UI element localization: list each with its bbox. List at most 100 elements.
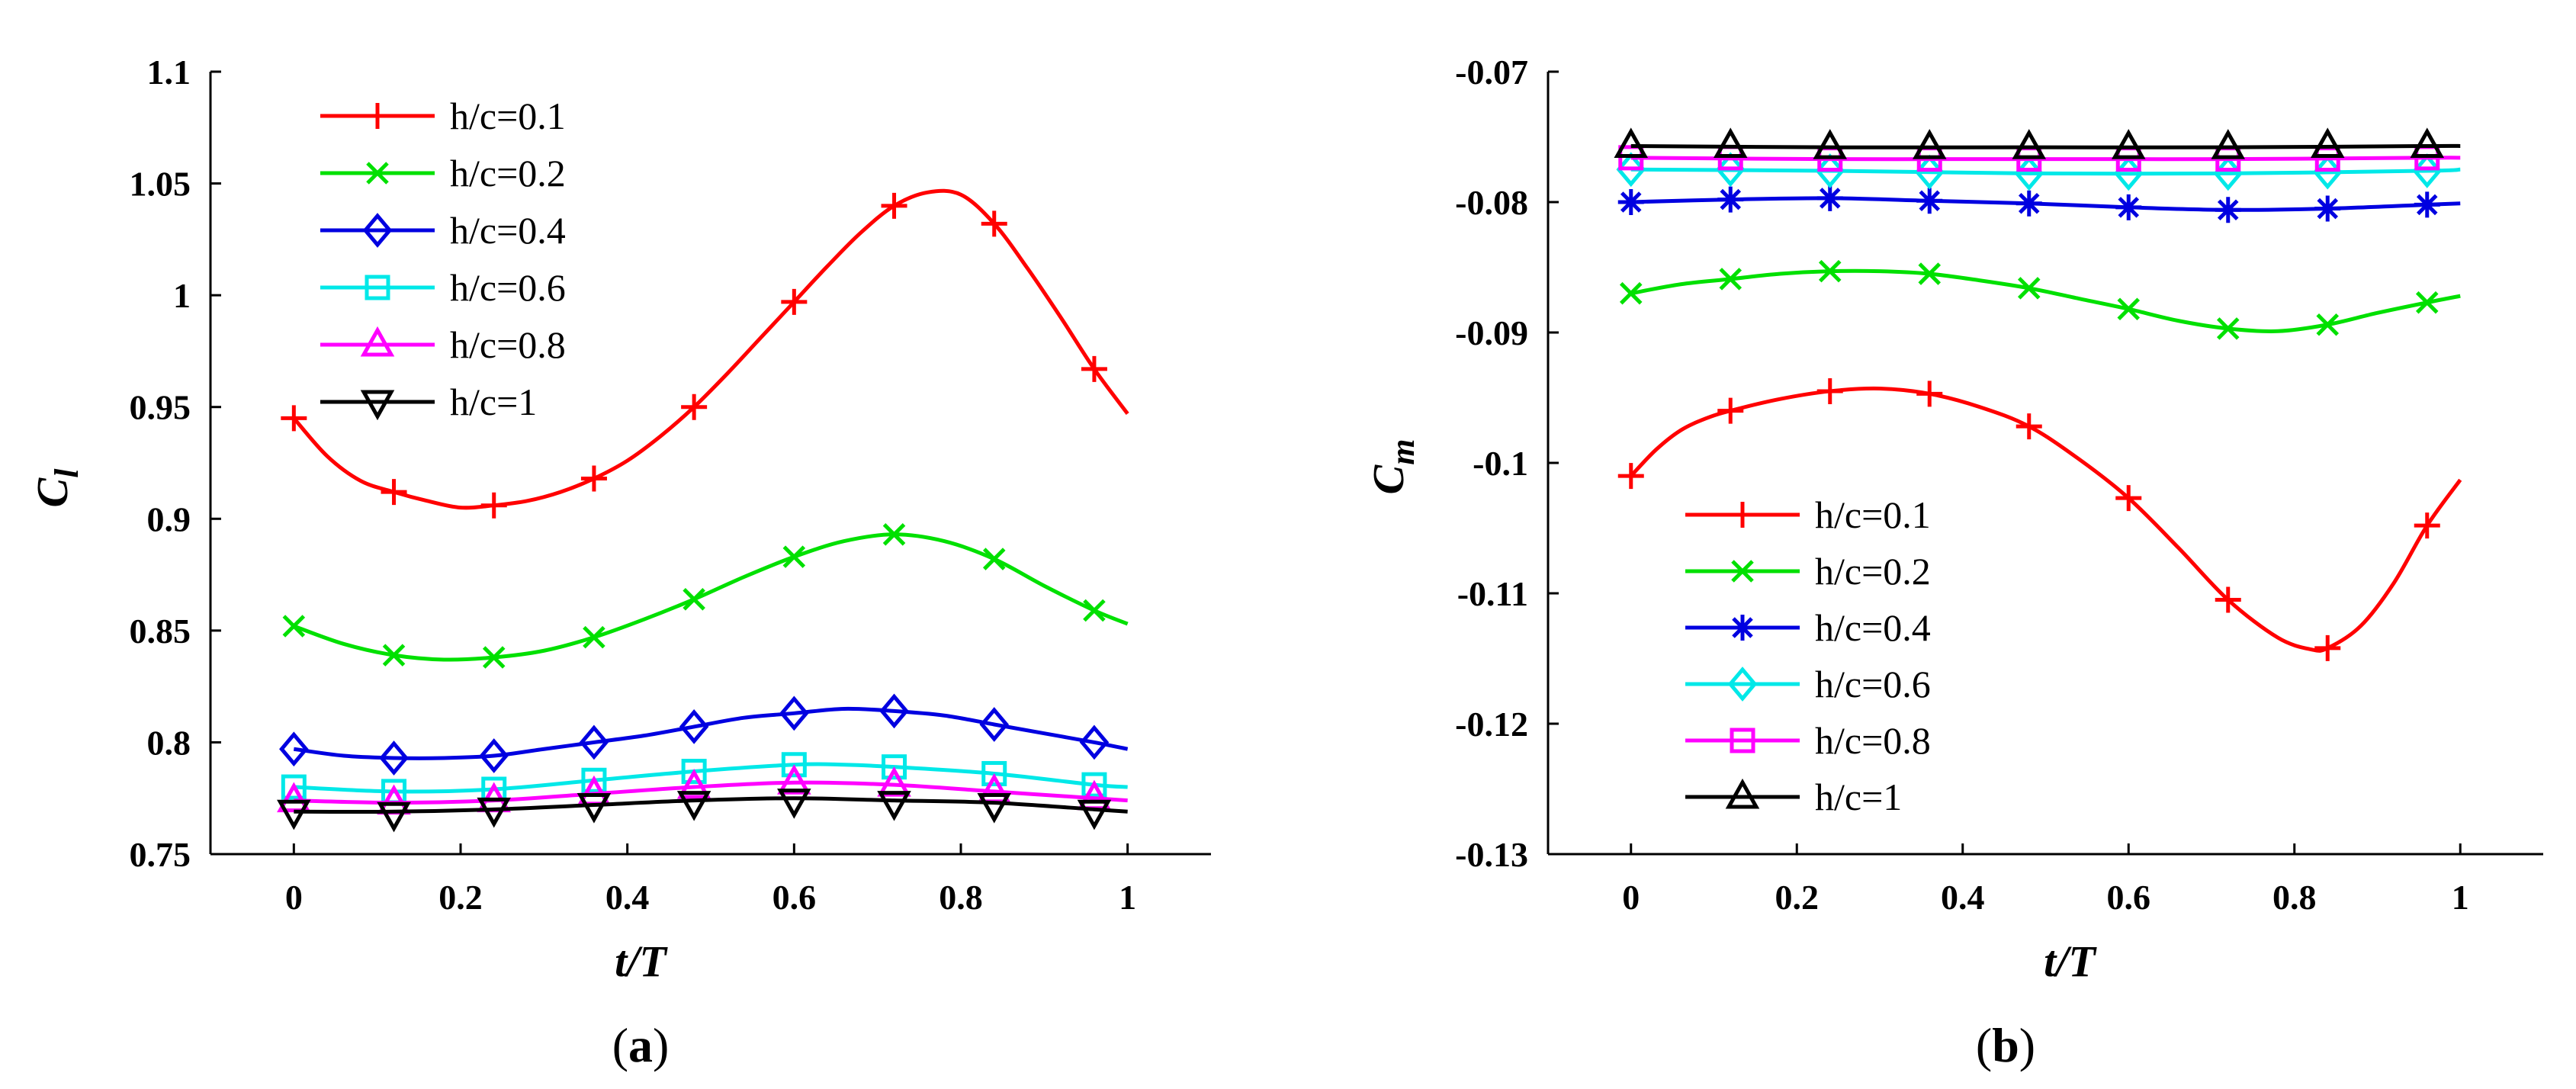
panel-a-legend-label: h/c=0.8 — [450, 323, 566, 366]
panel-a-data-point — [580, 465, 607, 492]
panel-a-x-tick-label: 1 — [1119, 878, 1136, 917]
panel-b-x-tick-label: 0.8 — [2272, 878, 2317, 917]
panel-a-data-point — [277, 782, 311, 813]
panel-a-legend-entry: h/c=0.6 — [320, 266, 566, 309]
panel-a-data-point — [381, 479, 407, 506]
panel-a-legend-marker — [366, 162, 389, 185]
panel-a-series-line — [294, 706, 1129, 760]
panel-b-data-point — [1616, 152, 1646, 188]
panel-a-y-axis-label: Cl — [27, 468, 85, 508]
panel-b-data-point — [1918, 262, 1942, 285]
panel-a-legend-entry: h/c=1 — [320, 381, 537, 423]
panel-a-y-tick-label: 0.9 — [147, 500, 191, 538]
panel-b-series-line — [1630, 167, 2461, 176]
panel-a-y-axis-label-sub: l — [48, 468, 85, 478]
panel-a-y-tick-label: 0.8 — [147, 723, 191, 762]
panel-b-data-point — [2215, 197, 2241, 223]
panel-b-series-line — [1630, 156, 2461, 162]
panel-b-series-line — [1630, 268, 2461, 333]
panel-a-data-point — [979, 707, 1009, 742]
panel-a-legend-marker — [360, 390, 395, 421]
panel-a-data-point — [882, 523, 906, 546]
panel-b-y-axis-label: Cm — [1363, 439, 1421, 495]
panel-b-legend-label: h/c=0.6 — [1815, 663, 1931, 705]
panel-b-data-point — [1818, 259, 1842, 283]
panel-a-data-point — [1079, 724, 1110, 760]
panel-a-data-point — [281, 405, 307, 432]
panel-b-data-point — [1816, 377, 1843, 404]
panel-a-data-point — [1077, 799, 1112, 830]
panel-a-data-point — [676, 791, 711, 821]
panel-b-legend-entry: h/c=0.8 — [1685, 719, 1931, 762]
panel-a-x-tick-label: 0.6 — [772, 878, 817, 917]
panel-a-legend-label: h/c=1 — [450, 381, 537, 423]
panel-b-data-point — [2016, 190, 2042, 217]
panel-b-legend-marker — [1730, 728, 1755, 753]
panel-b-data-point — [1617, 463, 1644, 490]
panel-b-legend-entry: h/c=0.2 — [1685, 550, 1931, 593]
panel-a-series-2 — [279, 693, 1129, 776]
panel-a-legend-marker — [360, 326, 395, 357]
panel-a-series-5 — [277, 789, 1128, 833]
panel-b-legend-marker — [1727, 667, 1758, 702]
panel-a-data-point — [782, 545, 806, 568]
panel-b-series-1 — [1619, 259, 2461, 340]
panel-a-y-tick-label: 0.85 — [130, 612, 191, 651]
panel-b-y-tick-label: -0.13 — [1455, 835, 1528, 874]
panel-a-data-point — [377, 801, 411, 833]
panel-a-data-point — [981, 210, 1007, 237]
panel-a-data-point — [777, 789, 811, 819]
panel-b-legend-marker — [1725, 778, 1760, 809]
panel-a-legend-label: h/c=0.4 — [450, 209, 566, 252]
panel-a-data-point — [683, 588, 705, 611]
panel-b-y-tick-label: -0.1 — [1473, 444, 1528, 483]
panel-a-x-tick-label: 0.8 — [939, 878, 983, 917]
panel-a-data-point — [679, 709, 709, 744]
panel-b-legend-marker — [1730, 615, 1755, 641]
panel-a-series-1 — [282, 523, 1129, 669]
panel-b-x-axis-label: t/T — [2044, 936, 2097, 986]
panel-b-data-point — [1916, 381, 1943, 407]
panel-b-data-point — [2314, 195, 2341, 222]
panel-b-data-point — [1719, 268, 1742, 291]
panel-b-data-point — [2012, 129, 2047, 159]
panel-b-data-point — [1715, 152, 1746, 188]
panel-a-data-point — [1081, 355, 1107, 382]
panel-b-series-5 — [1614, 127, 2461, 159]
panel-b-x-tick-label: 1 — [2452, 878, 2469, 917]
panel-b-legend-entry: h/c=0.1 — [1685, 493, 1931, 536]
panel-b-data-point — [1912, 129, 1947, 159]
panel-b-y-tick-label: -0.09 — [1455, 313, 1528, 352]
panel-b-data-point — [2216, 317, 2240, 340]
panel-a-x-tick-label: 0.2 — [438, 878, 483, 917]
panel-b-data-point — [2415, 291, 2439, 314]
panel-b-legend-label: h/c=0.2 — [1815, 550, 1931, 593]
panel-b-series-0 — [1617, 377, 2462, 661]
panel-a-legend-marker — [365, 275, 390, 300]
panel-b-data-point — [1617, 189, 1644, 215]
panel-a-data-point — [277, 799, 311, 830]
panel-b-legend-marker — [1731, 560, 1754, 583]
panel-b-caption-close: ) — [2019, 1018, 2035, 1072]
panel-a-y-axis-label-main: C — [27, 477, 77, 507]
panel-a-legend-marker — [365, 103, 390, 129]
panel-a-data-point — [881, 192, 907, 219]
panel-a-data-point — [981, 760, 1007, 786]
panel-a-data-point — [982, 548, 1006, 570]
panel-a-legend-label: h/c=0.6 — [450, 266, 566, 309]
panel-b-data-point — [2312, 154, 2343, 190]
panel-a-data-point — [1081, 772, 1107, 798]
panel-a-x-axis-label: t/T — [615, 936, 668, 986]
panel-b-data-point — [1815, 153, 1845, 188]
panel-a-data-point — [877, 791, 911, 821]
panel-b-series-line — [1630, 143, 2461, 149]
panel-b-legend-label: h/c=0.8 — [1815, 719, 1931, 762]
panel-a-legend-entry: h/c=0.8 — [320, 323, 566, 366]
panel-b-legend-label: h/c=0.1 — [1815, 493, 1931, 536]
panel-b-data-point — [2414, 512, 2440, 539]
panel-b-data-point — [2211, 129, 2246, 159]
panel-a-data-point — [1083, 599, 1106, 622]
panel-b-caption: (b) — [1976, 1018, 2035, 1072]
panel-a-data-point — [480, 492, 507, 519]
panel-a-series-line — [294, 780, 1128, 805]
